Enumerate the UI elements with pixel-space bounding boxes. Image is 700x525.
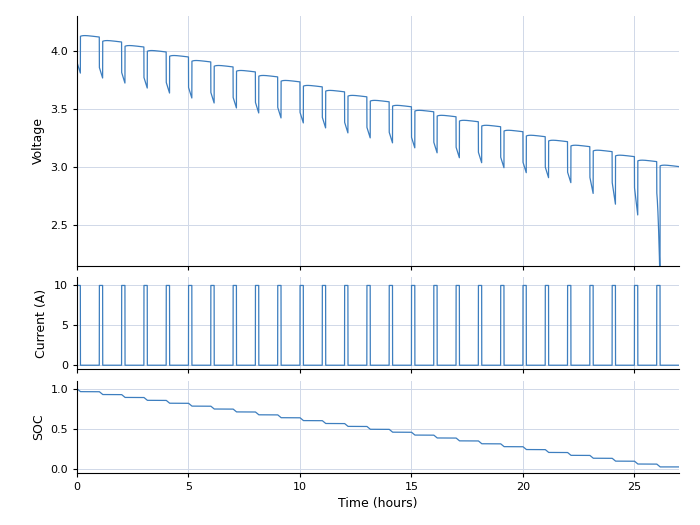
- Y-axis label: Voltage: Voltage: [32, 117, 45, 164]
- Y-axis label: Current (A): Current (A): [36, 289, 48, 358]
- Y-axis label: SOC: SOC: [32, 413, 45, 440]
- X-axis label: Time (hours): Time (hours): [338, 497, 418, 510]
